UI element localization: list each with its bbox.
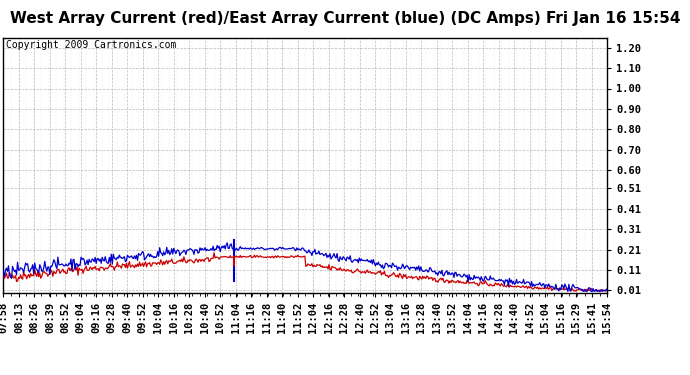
- Text: West Array Current (red)/East Array Current (blue) (DC Amps) Fri Jan 16 15:54: West Array Current (red)/East Array Curr…: [10, 11, 680, 26]
- Text: Copyright 2009 Cartronics.com: Copyright 2009 Cartronics.com: [6, 40, 177, 50]
